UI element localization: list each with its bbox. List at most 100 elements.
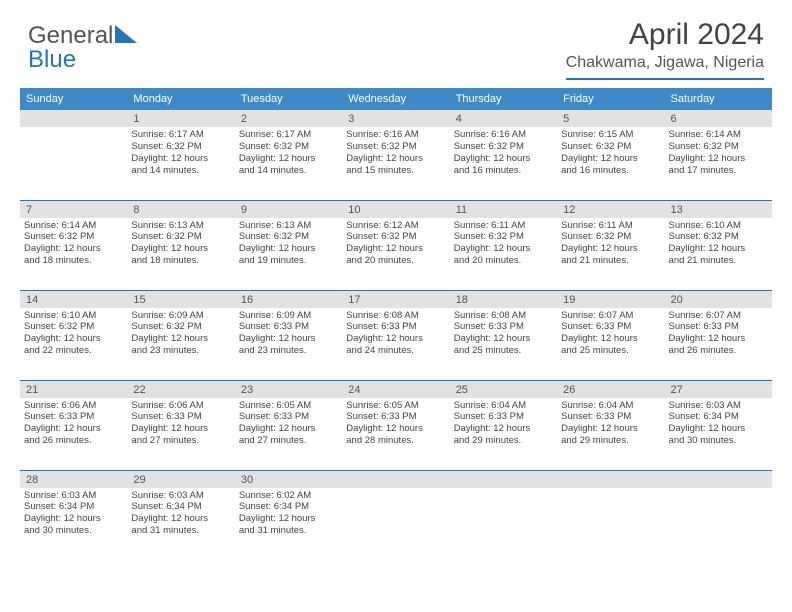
- day-number: [342, 471, 449, 488]
- day-line: Sunset: 6:32 PM: [669, 141, 768, 153]
- day-content: Sunrise: 6:09 AMSunset: 6:32 PMDaylight:…: [127, 308, 234, 360]
- calendar-cell: 17Sunrise: 6:08 AMSunset: 6:33 PMDayligh…: [342, 290, 449, 380]
- day-number: 21: [20, 381, 127, 398]
- day-content: Sunrise: 6:08 AMSunset: 6:33 PMDaylight:…: [342, 308, 449, 360]
- day-line: and 14 minutes.: [239, 165, 338, 177]
- day-line: Sunrise: 6:16 AM: [454, 129, 553, 141]
- day-line: Daylight: 12 hours: [131, 423, 230, 435]
- day-line: and 20 minutes.: [346, 255, 445, 267]
- day-line: Sunrise: 6:13 AM: [131, 220, 230, 232]
- day-number: 8: [127, 201, 234, 218]
- day-line: Daylight: 12 hours: [669, 423, 768, 435]
- day-line: Sunset: 6:33 PM: [454, 321, 553, 333]
- day-number: 3: [342, 110, 449, 127]
- day-line: Sunrise: 6:12 AM: [346, 220, 445, 232]
- day-content: Sunrise: 6:04 AMSunset: 6:33 PMDaylight:…: [450, 398, 557, 450]
- day-line: Daylight: 12 hours: [346, 333, 445, 345]
- day-line: Sunrise: 6:07 AM: [561, 310, 660, 322]
- day-content: Sunrise: 6:05 AMSunset: 6:33 PMDaylight:…: [342, 398, 449, 450]
- day-number: 5: [557, 110, 664, 127]
- day-line: and 15 minutes.: [346, 165, 445, 177]
- day-line: Sunrise: 6:06 AM: [24, 400, 123, 412]
- day-line: Daylight: 12 hours: [239, 153, 338, 165]
- day-line: Daylight: 12 hours: [669, 243, 768, 255]
- day-number: 14: [20, 291, 127, 308]
- day-line: and 19 minutes.: [239, 255, 338, 267]
- day-number: [665, 471, 772, 488]
- day-header: Sunday: [20, 88, 127, 110]
- calendar-cell: 26Sunrise: 6:04 AMSunset: 6:33 PMDayligh…: [557, 380, 664, 470]
- day-line: and 25 minutes.: [454, 345, 553, 357]
- day-header: Monday: [127, 88, 234, 110]
- day-number: 24: [342, 381, 449, 398]
- day-line: Sunrise: 6:15 AM: [561, 129, 660, 141]
- day-content: Sunrise: 6:08 AMSunset: 6:33 PMDaylight:…: [450, 308, 557, 360]
- day-line: Sunrise: 6:17 AM: [239, 129, 338, 141]
- day-line: Daylight: 12 hours: [239, 513, 338, 525]
- day-content: Sunrise: 6:03 AMSunset: 6:34 PMDaylight:…: [127, 488, 234, 540]
- day-line: Daylight: 12 hours: [346, 153, 445, 165]
- day-line: Sunset: 6:32 PM: [239, 141, 338, 153]
- day-number: 12: [557, 201, 664, 218]
- day-header: Saturday: [665, 88, 772, 110]
- day-line: Sunset: 6:33 PM: [454, 411, 553, 423]
- day-line: Sunrise: 6:14 AM: [669, 129, 768, 141]
- day-line: Sunrise: 6:08 AM: [454, 310, 553, 322]
- day-line: Sunrise: 6:17 AM: [131, 129, 230, 141]
- day-line: Daylight: 12 hours: [669, 333, 768, 345]
- day-content: Sunrise: 6:14 AMSunset: 6:32 PMDaylight:…: [665, 127, 772, 179]
- calendar-table: SundayMondayTuesdayWednesdayThursdayFrid…: [20, 88, 772, 560]
- day-number: 11: [450, 201, 557, 218]
- day-number: 28: [20, 471, 127, 488]
- day-line: Sunset: 6:33 PM: [131, 411, 230, 423]
- day-line: and 18 minutes.: [24, 255, 123, 267]
- day-line: Sunrise: 6:06 AM: [131, 400, 230, 412]
- day-line: and 29 minutes.: [454, 435, 553, 447]
- day-content: Sunrise: 6:11 AMSunset: 6:32 PMDaylight:…: [557, 218, 664, 270]
- day-line: Daylight: 12 hours: [131, 243, 230, 255]
- day-number: 29: [127, 471, 234, 488]
- day-content: Sunrise: 6:15 AMSunset: 6:32 PMDaylight:…: [557, 127, 664, 179]
- day-content: Sunrise: 6:05 AMSunset: 6:33 PMDaylight:…: [235, 398, 342, 450]
- day-content: Sunrise: 6:07 AMSunset: 6:33 PMDaylight:…: [665, 308, 772, 360]
- calendar-cell: 20Sunrise: 6:07 AMSunset: 6:33 PMDayligh…: [665, 290, 772, 380]
- day-line: Sunrise: 6:03 AM: [131, 490, 230, 502]
- calendar-cell: 30Sunrise: 6:02 AMSunset: 6:34 PMDayligh…: [235, 470, 342, 560]
- calendar-cell: [20, 110, 127, 200]
- day-line: Daylight: 12 hours: [561, 333, 660, 345]
- calendar-cell: 1Sunrise: 6:17 AMSunset: 6:32 PMDaylight…: [127, 110, 234, 200]
- day-header: Friday: [557, 88, 664, 110]
- day-line: Sunset: 6:33 PM: [239, 411, 338, 423]
- calendar-cell: 29Sunrise: 6:03 AMSunset: 6:34 PMDayligh…: [127, 470, 234, 560]
- day-line: Sunset: 6:32 PM: [131, 231, 230, 243]
- day-line: Daylight: 12 hours: [131, 513, 230, 525]
- day-line: Sunset: 6:33 PM: [561, 321, 660, 333]
- day-number: [450, 471, 557, 488]
- day-line: Daylight: 12 hours: [561, 153, 660, 165]
- triangle-icon: [115, 25, 137, 48]
- day-number: [557, 471, 664, 488]
- day-line: Sunrise: 6:02 AM: [239, 490, 338, 502]
- day-number: 17: [342, 291, 449, 308]
- calendar-cell: 24Sunrise: 6:05 AMSunset: 6:33 PMDayligh…: [342, 380, 449, 470]
- day-line: Daylight: 12 hours: [561, 243, 660, 255]
- calendar-cell: 22Sunrise: 6:06 AMSunset: 6:33 PMDayligh…: [127, 380, 234, 470]
- day-number: 26: [557, 381, 664, 398]
- day-number: 18: [450, 291, 557, 308]
- calendar-cell: [450, 470, 557, 560]
- day-content: Sunrise: 6:10 AMSunset: 6:32 PMDaylight:…: [20, 308, 127, 360]
- day-number: 10: [342, 201, 449, 218]
- day-content: Sunrise: 6:14 AMSunset: 6:32 PMDaylight:…: [20, 218, 127, 270]
- calendar-cell: 13Sunrise: 6:10 AMSunset: 6:32 PMDayligh…: [665, 200, 772, 290]
- day-number: 7: [20, 201, 127, 218]
- day-number: 25: [450, 381, 557, 398]
- day-line: Daylight: 12 hours: [454, 423, 553, 435]
- calendar-cell: 28Sunrise: 6:03 AMSunset: 6:34 PMDayligh…: [20, 470, 127, 560]
- day-content: Sunrise: 6:17 AMSunset: 6:32 PMDaylight:…: [127, 127, 234, 179]
- day-line: Daylight: 12 hours: [24, 333, 123, 345]
- calendar-cell: 7Sunrise: 6:14 AMSunset: 6:32 PMDaylight…: [20, 200, 127, 290]
- day-line: and 14 minutes.: [131, 165, 230, 177]
- day-line: Daylight: 12 hours: [454, 333, 553, 345]
- day-content: Sunrise: 6:16 AMSunset: 6:32 PMDaylight:…: [450, 127, 557, 179]
- day-line: Sunset: 6:32 PM: [669, 231, 768, 243]
